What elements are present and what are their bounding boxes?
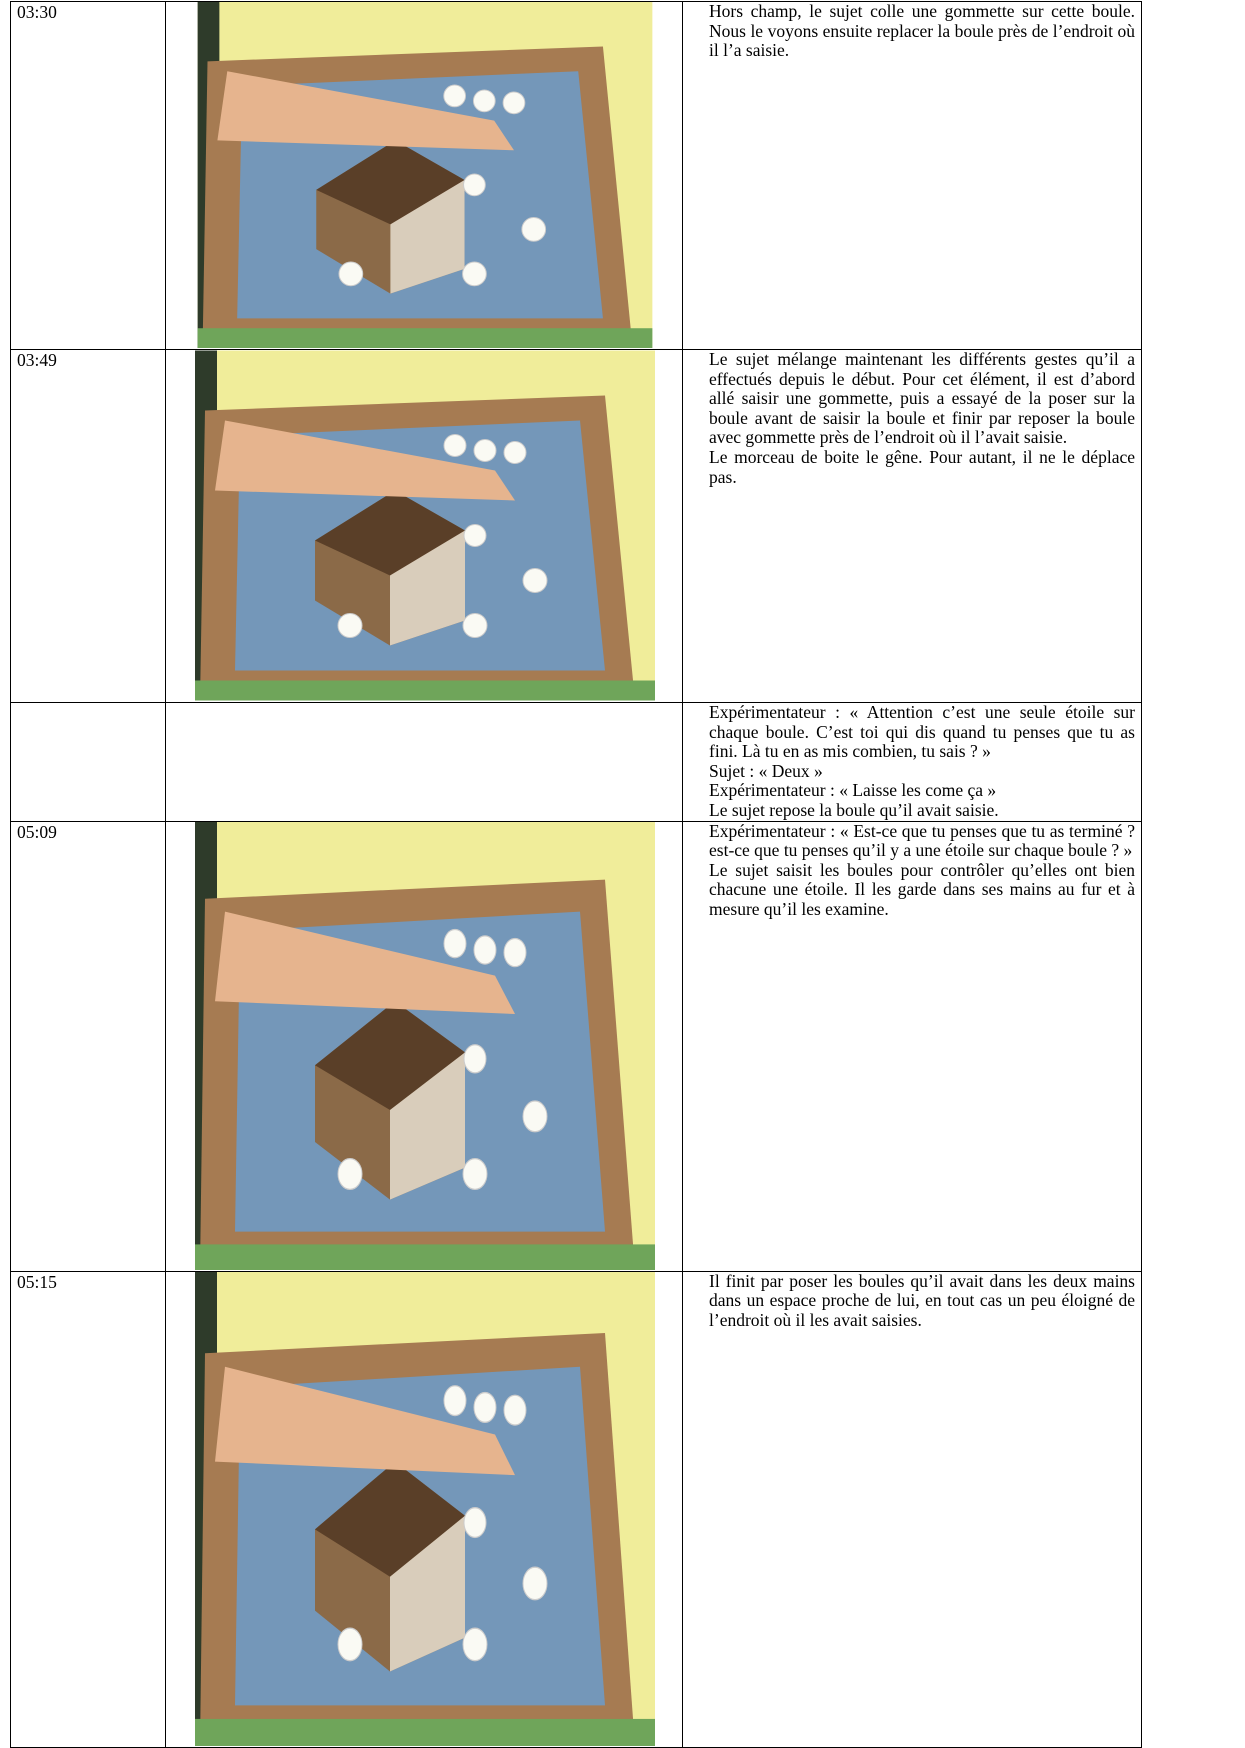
row: 03:30 Hors champ, le sujet colle une gom…	[10, 1, 1142, 350]
row: Expérimentateur : « Attention c’est une …	[10, 702, 1142, 822]
video-frame	[195, 822, 655, 1270]
paragraph: Le sujet saisit les boules pour contrôle…	[709, 859, 1135, 919]
row: 03:49 Le sujet mélange maintenant les di…	[10, 349, 1142, 703]
paragraph: Le sujet mélange maintenant les différen…	[709, 349, 1135, 448]
transcript-table: 03:30 Hors champ, le sujet colle une gom…	[10, 1, 1142, 1748]
paragraph: Le sujet repose la boule qu’il avait sai…	[709, 799, 999, 820]
time: 05:15	[17, 1271, 57, 1292]
video-frame	[195, 2, 655, 348]
paragraph: Expérimentateur : « Laisse les come ça »	[709, 780, 997, 801]
time: 03:49	[17, 350, 57, 370]
video-frame	[195, 350, 655, 701]
time: 03:30	[17, 2, 57, 22]
description: Hors champ, le sujet colle une gommette …	[682, 1, 1142, 350]
video-frame	[195, 1272, 655, 1746]
paragraph: Il finit par poser les boules qu’il avai…	[709, 1270, 1135, 1330]
paragraph: Hors champ, le sujet colle une gommette …	[709, 1, 1135, 61]
description: Il finit par poser les boules qu’il avai…	[682, 1270, 1142, 1748]
paragraph: Le morceau de boite le gêne. Pour autant…	[709, 446, 1135, 487]
paragraph: Expérimentateur : « Est-ce que tu penses…	[709, 820, 1135, 861]
paragraph: Expérimentateur : « Attention c’est une …	[709, 702, 1135, 762]
description: Le sujet mélange maintenant les différen…	[682, 349, 1142, 703]
row: 05:09 Expérimentateur : « Est-ce que tu …	[10, 820, 1142, 1272]
time: 05:09	[17, 821, 57, 842]
description: Expérimentateur : « Est-ce que tu penses…	[682, 820, 1142, 1272]
paragraph: Sujet : « Deux »	[709, 760, 823, 781]
row: 05:15 Il finit par poser les boules qu’i…	[10, 1270, 1142, 1748]
description: Expérimentateur : « Attention c’est une …	[682, 702, 1142, 822]
